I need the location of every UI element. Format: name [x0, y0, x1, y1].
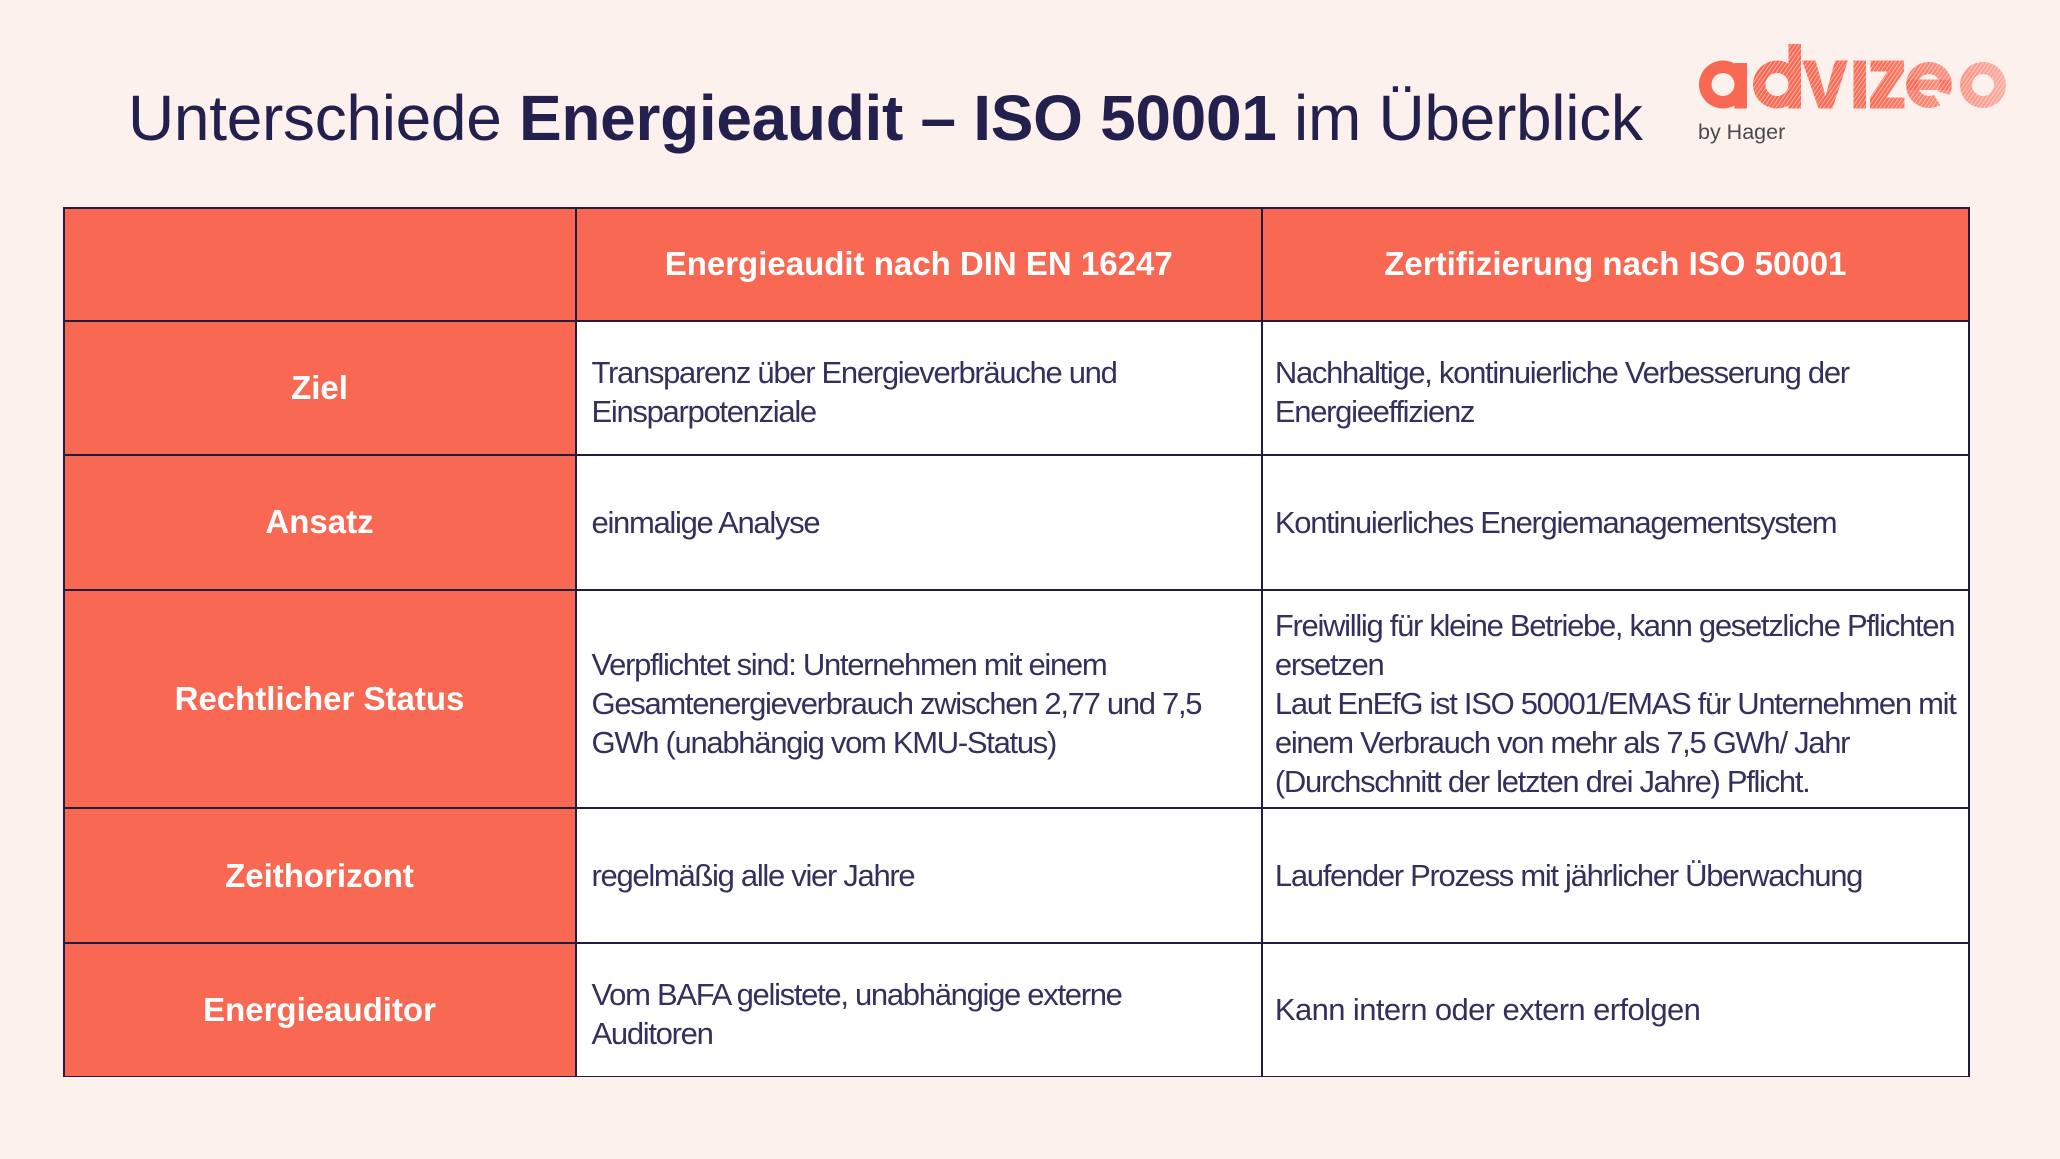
svg-text:by Hager: by Hager	[1698, 120, 1785, 144]
